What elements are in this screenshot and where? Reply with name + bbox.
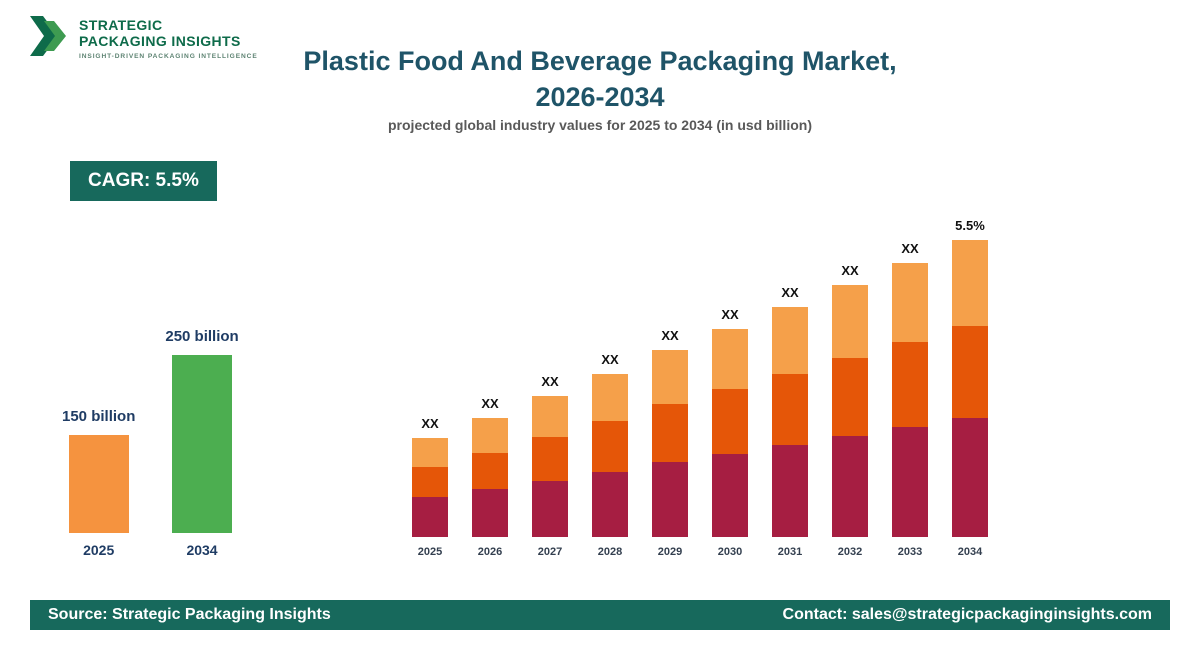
- summary-bar-2034: [172, 355, 233, 533]
- stacked-bar: [712, 329, 748, 537]
- bar-segment-middle: [592, 421, 628, 472]
- summary-value-label: 150 billion: [62, 408, 136, 425]
- stacked-bar-group-2026: XX 2026: [472, 396, 508, 558]
- page-subtitle: projected global industry values for 202…: [388, 117, 812, 133]
- summary-year-label: 2025: [83, 542, 115, 558]
- brand-name-line2: PACKAGING INSIGHTS: [79, 33, 241, 49]
- bar-segment-middle: [532, 436, 568, 481]
- brand-name-line1: STRATEGIC: [79, 16, 163, 33]
- year-label: 2031: [777, 546, 803, 558]
- year-label: 2026: [477, 546, 503, 558]
- page-title: Plastic Food And Beverage Packaging Mark…: [0, 44, 1200, 116]
- bar-segment-middle: [472, 452, 508, 490]
- summary-bar-2025: [68, 435, 129, 533]
- bar-value-label: XX: [601, 352, 619, 367]
- bar-segment-bottom: [652, 462, 688, 537]
- brand-logo: STRATEGIC PACKAGING INSIGHTS INSIGHT-DRI…: [30, 14, 258, 63]
- footer-bar: Source: Strategic Packaging Insights Con…: [30, 600, 1170, 630]
- stacked-bar: [412, 438, 448, 537]
- bar-value-label: XX: [661, 328, 679, 343]
- bar-value-label: XX: [841, 263, 859, 278]
- bar-value-label: XX: [481, 396, 499, 411]
- stacked-bar-group-2030: XX 2030: [712, 307, 748, 558]
- bar-segment-middle: [772, 373, 808, 445]
- bar-segment-bottom: [772, 445, 808, 537]
- stacked-bar-group-2025: XX 2025: [412, 416, 448, 558]
- stacked-bar-group-2029: XX 2029: [652, 328, 688, 558]
- stacked-bar: [952, 240, 988, 537]
- page-title-line2: 2026-2034: [535, 81, 665, 112]
- bar-value-label: XX: [721, 307, 739, 322]
- bar-segment-middle: [892, 342, 928, 428]
- year-label: 2029: [657, 546, 683, 558]
- bar-segment-middle: [712, 389, 748, 454]
- bar-segment-middle: [412, 466, 448, 498]
- bar-segment-middle: [832, 358, 868, 437]
- stacked-bar: [832, 285, 868, 537]
- summary-chart: 150 billion 2025 250 billion 2034: [62, 328, 239, 558]
- year-label: 2032: [837, 546, 863, 558]
- page-title-line1: Plastic Food And Beverage Packaging Mark…: [303, 46, 897, 76]
- stacked-bar-group-2034: 5.5% 2034: [952, 218, 988, 558]
- bar-segment-bottom: [712, 453, 748, 537]
- stacked-bar-group-2032: XX 2032: [832, 263, 868, 558]
- bar-segment-bottom: [412, 497, 448, 537]
- bar-value-label: XX: [421, 416, 439, 431]
- year-label: 2028: [597, 546, 623, 558]
- bar-segment-top: [832, 285, 868, 359]
- cagr-badge: CAGR: 5.5%: [70, 161, 217, 201]
- stacked-bar: [472, 418, 508, 537]
- summary-year-label: 2034: [186, 542, 218, 558]
- bar-value-label: XX: [781, 285, 799, 300]
- summary-bar-group-2025: 150 billion 2025: [62, 408, 135, 558]
- footer-contact: Contact: sales@strategicpackaginginsight…: [782, 606, 1152, 623]
- brand-name: STRATEGIC PACKAGING INSIGHTS INSIGHT-DRI…: [79, 17, 258, 60]
- stacked-bar-group-2033: XX 2033: [892, 241, 928, 558]
- stacked-chart: XX 2025 XX 2026 XX 2027 XX 2028 XX 2029 XX 2030 XX 20…: [412, 218, 988, 558]
- year-label: 2034: [957, 546, 983, 558]
- bar-segment-bottom: [952, 418, 988, 537]
- footer-source: Source: Strategic Packaging Insights: [48, 606, 331, 623]
- stacked-bar: [892, 263, 928, 537]
- bar-segment-middle: [952, 326, 988, 419]
- bar-value-label: 5.5%: [955, 218, 985, 233]
- bar-segment-middle: [652, 404, 688, 463]
- stacked-bar: [772, 307, 808, 537]
- bar-segment-top: [532, 396, 568, 437]
- stacked-bar-group-2027: XX 2027: [532, 374, 568, 558]
- chevron-logo-icon: [30, 14, 70, 63]
- bar-value-label: XX: [901, 241, 919, 256]
- bar-segment-top: [712, 329, 748, 390]
- bar-segment-bottom: [472, 489, 508, 537]
- stacked-bar-group-2031: XX 2031: [772, 285, 808, 558]
- bar-segment-top: [892, 263, 928, 343]
- summary-value-label: 250 billion: [165, 328, 239, 345]
- bar-segment-top: [652, 350, 688, 405]
- year-label: 2027: [537, 546, 563, 558]
- bar-value-label: XX: [541, 374, 559, 389]
- year-label: 2030: [717, 546, 743, 558]
- bar-segment-bottom: [892, 427, 928, 537]
- bar-segment-top: [412, 438, 448, 467]
- bar-segment-top: [772, 307, 808, 374]
- stacked-bar: [652, 350, 688, 537]
- stacked-bar: [592, 374, 628, 537]
- bar-segment-top: [472, 418, 508, 453]
- stacked-bar: [532, 396, 568, 537]
- year-label: 2033: [897, 546, 923, 558]
- summary-bar-group-2034: 250 billion 2034: [165, 328, 238, 558]
- brand-tagline: INSIGHT-DRIVEN PACKAGING INTELLIGENCE: [79, 53, 258, 61]
- bar-segment-bottom: [532, 480, 568, 537]
- bar-segment-top: [592, 374, 628, 422]
- bar-segment-bottom: [592, 471, 628, 537]
- year-label: 2025: [417, 546, 443, 558]
- stacked-bar-group-2028: XX 2028: [592, 352, 628, 558]
- bar-segment-bottom: [832, 436, 868, 537]
- bar-segment-top: [952, 240, 988, 327]
